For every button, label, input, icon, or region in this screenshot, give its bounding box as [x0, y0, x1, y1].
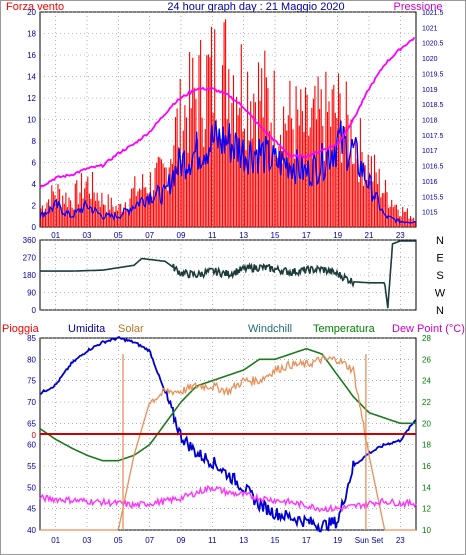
humidity-y-tick-label: 50 [27, 483, 36, 492]
legend-rain: Pioggia [2, 323, 40, 335]
x-tick-label: 03 [83, 231, 92, 240]
pressure-y-tick-label: 1016.5 [422, 164, 444, 171]
compass-label: N [436, 305, 444, 317]
temperature-y-tick-label: 12 [422, 505, 431, 514]
humidity-y-tick-label: 80 [27, 355, 36, 364]
chart-title: 24 hour graph day : 21 Maggio 2020 [167, 1, 344, 13]
wind-y-tick-label: 8 [32, 137, 37, 146]
humidity-y-tick-label: 55 [27, 462, 36, 471]
pressure-y-tick-label: 1019 [422, 87, 438, 94]
x-tick-label: 05 [114, 536, 123, 545]
temperature-y-tick-label: 10 [422, 526, 431, 535]
pressure-y-tick-label: 1015 [422, 210, 438, 217]
x-tick-label: 07 [145, 231, 154, 240]
x-tick-label: 07 [145, 536, 154, 545]
dewpoint-line [39, 485, 417, 513]
rain-y-tick-label: 0 [32, 431, 37, 440]
humidity-y-tick-label: 75 [27, 377, 36, 386]
wind-y-tick-label: 20 [27, 8, 36, 17]
x-tick-label: 15 [271, 536, 280, 545]
legend-solar: Solar [118, 323, 144, 335]
pressure-y-tick-label: 1015.5 [422, 194, 444, 201]
pressure-y-tick-label: 1017.5 [422, 133, 444, 140]
x-tick-label: 13 [239, 536, 248, 545]
x-tick-label: 05 [114, 231, 123, 240]
wind-y-tick-label: 6 [32, 159, 37, 168]
humidity-y-tick-label: 65 [27, 419, 36, 428]
x-tick-label: 11 [208, 231, 217, 240]
humidity-y-tick-label: 45 [27, 505, 36, 514]
temperature-y-tick-label: 24 [422, 377, 431, 386]
temperature-y-tick-label: 22 [422, 398, 431, 407]
temperature-y-tick-label: 16 [422, 462, 431, 471]
legend-humidity: Umidita [68, 323, 106, 335]
pressure-y-tick-label: 1019.5 [422, 71, 444, 78]
x-tick-label: 09 [177, 536, 186, 545]
pressure-y-tick-label: 1016 [422, 179, 438, 186]
x-tick-label: 13 [239, 231, 248, 240]
wind-y-tick-label: 12 [27, 94, 36, 103]
pressure-y-tick-label: 1020 [422, 56, 438, 63]
humidity-y-tick-label: 70 [27, 398, 36, 407]
x-tick-label: 17 [302, 536, 311, 545]
wind-y-tick-label: 4 [32, 180, 37, 189]
x-tick-label: 11 [208, 536, 217, 545]
x-tick-label: 17 [302, 231, 311, 240]
direction-y-tick-label: 360 [23, 236, 37, 245]
compass-label: N [436, 235, 444, 247]
compass-label: E [436, 253, 443, 265]
x-tick-label: 01 [51, 536, 60, 545]
wind-y-tick-label: 16 [27, 51, 36, 60]
solar-line [40, 355, 416, 531]
wind-y-tick-label: 2 [32, 202, 37, 211]
windchill-line [39, 348, 416, 462]
legend-windchill: Windchill [248, 323, 292, 335]
direction-y-tick-label: 0 [32, 306, 37, 315]
x-tick-label: 15 [271, 231, 280, 240]
wind-y-tick-label: 18 [27, 30, 36, 39]
direction-y-tick-label: 270 [23, 254, 37, 263]
humidity-y-tick-label: 60 [27, 441, 36, 450]
pressure-line [39, 36, 416, 189]
x-tick-label: 01 [51, 231, 60, 240]
pressure-y-tick-label: 1017 [422, 148, 438, 155]
wind-y-tick-label: 10 [27, 116, 36, 125]
x-tick-label: 23 [396, 231, 405, 240]
x-tick-label: 23 [396, 536, 405, 545]
wind-axis-label: Forza vento [6, 1, 64, 13]
compass-label: W [435, 288, 446, 300]
wind-average-line [39, 120, 417, 224]
x-tick-label: 19 [333, 231, 342, 240]
x-tick-label: Sun Set [355, 536, 384, 545]
humidity-y-tick-label: 40 [27, 526, 36, 535]
humidity-line [39, 335, 417, 533]
wind-y-tick-label: 0 [32, 223, 37, 232]
x-tick-label: 19 [333, 536, 342, 545]
pressure-y-tick-label: 1021.5 [422, 10, 444, 17]
x-tick-label: 21 [365, 231, 374, 240]
humidity-y-tick-label: 85 [27, 334, 36, 343]
temperature-y-tick-label: 28 [422, 334, 431, 343]
pressure-y-tick-label: 1020.5 [422, 41, 444, 48]
pressure-axis-label: Pressione [394, 1, 443, 13]
direction-y-tick-label: 90 [27, 289, 36, 298]
x-tick-label: 03 [83, 536, 92, 545]
wind-direction-line [40, 240, 416, 309]
temperature-y-tick-label: 26 [422, 355, 431, 364]
pressure-y-tick-label: 1018.5 [422, 102, 444, 109]
x-tick-label: 09 [177, 231, 186, 240]
legend-temperature: Temperatura [313, 323, 376, 335]
direction-y-tick-label: 180 [23, 271, 37, 280]
compass-label: S [436, 270, 443, 282]
temperature-y-tick-label: 20 [422, 419, 431, 428]
pressure-y-tick-label: 1021 [422, 25, 438, 32]
wind-y-tick-label: 14 [27, 73, 36, 82]
pressure-y-tick-label: 1018 [422, 118, 438, 125]
legend-dewpoint: Dew Point (°C) [392, 323, 465, 335]
temperature-y-tick-label: 14 [422, 483, 431, 492]
temperature-y-tick-label: 18 [422, 441, 431, 450]
